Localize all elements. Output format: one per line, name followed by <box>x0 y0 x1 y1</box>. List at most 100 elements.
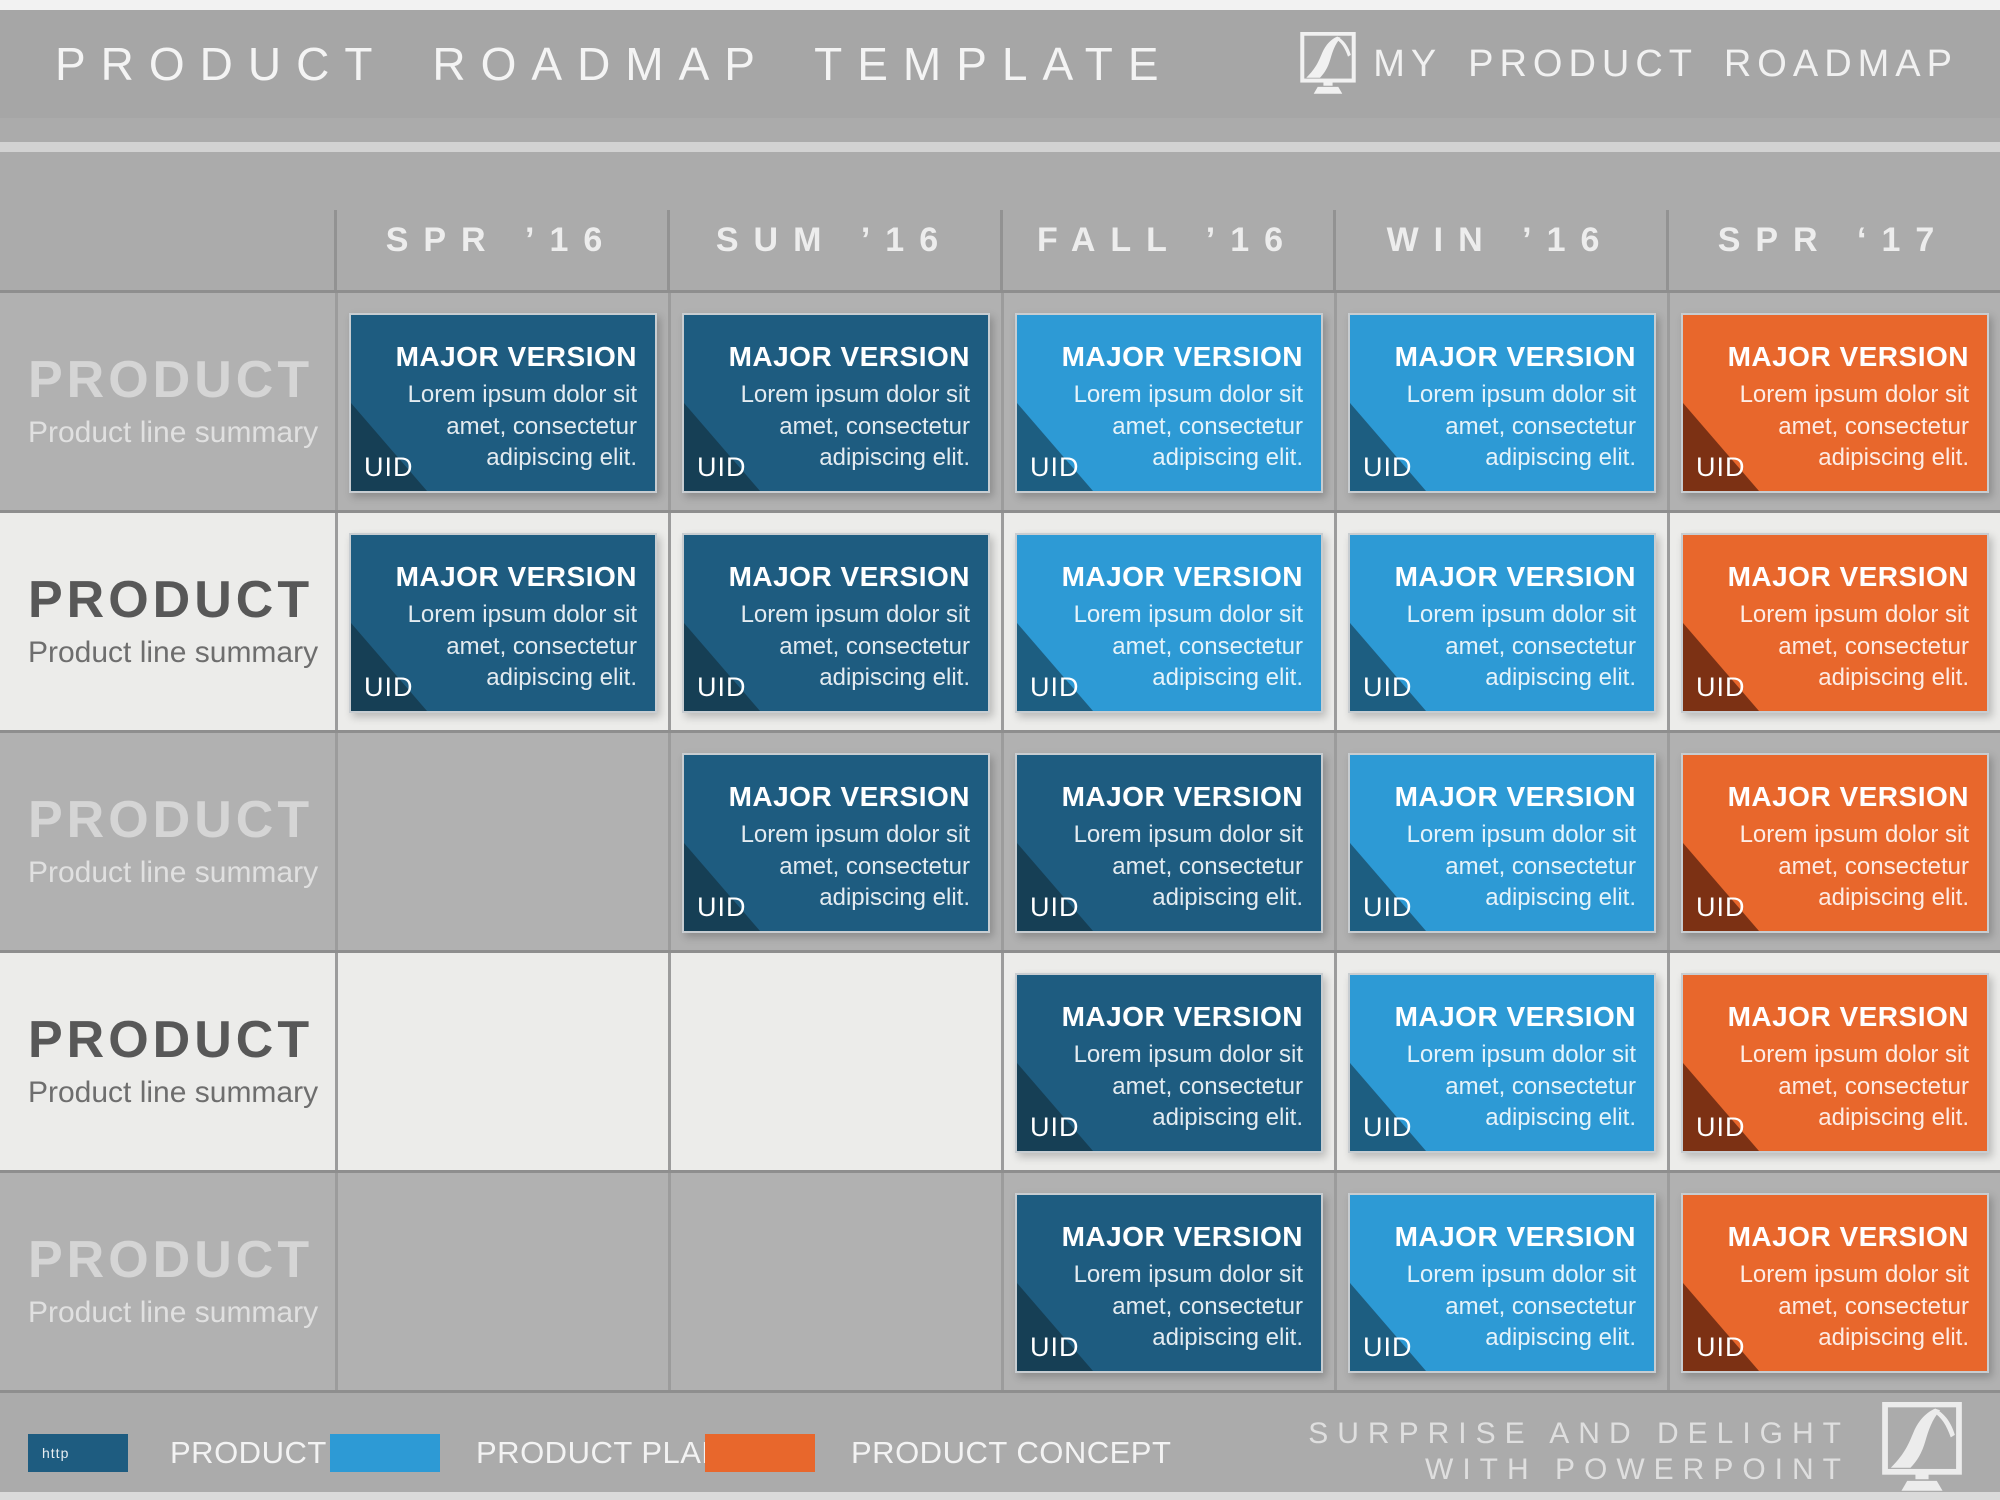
roadmap-card-planning[interactable]: MAJOR VERSION Lorem ipsum dolor sit amet,… <box>1348 753 1656 933</box>
roadmap-card-planning[interactable]: MAJOR VERSION Lorem ipsum dolor sit amet,… <box>1348 1193 1656 1373</box>
roadmap-card-por[interactable]: MAJOR VERSION Lorem ipsum dolor sit amet,… <box>349 533 657 713</box>
roadmap-card-planning[interactable]: MAJOR VERSION Lorem ipsum dolor sit amet,… <box>1015 313 1323 493</box>
roadmap-card-por[interactable]: MAJOR VERSION Lorem ipsum dolor sit amet,… <box>349 313 657 493</box>
card-body: Lorem ipsum dolor sit amet, consectetur … <box>1406 381 1636 472</box>
card-body: Lorem ipsum dolor sit amet, consectetur … <box>740 381 970 472</box>
product-name: PRODUCT <box>28 791 314 850</box>
roadmap-card-planning[interactable]: MAJOR VERSION Lorem ipsum dolor sit amet,… <box>1015 533 1323 713</box>
legend-swatch-planning <box>330 1434 440 1472</box>
roadmap-cell: MAJOR VERSION Lorem ipsum dolor sit amet,… <box>1667 733 2000 950</box>
card-body: Lorem ipsum dolor sit amet, consectetur … <box>740 821 970 912</box>
card-title: MAJOR VERSION <box>1727 1001 1969 1032</box>
product-name: PRODUCT <box>28 351 314 410</box>
roadmap-grid: PRODUCT Product line summary MAJOR VERSION… <box>0 290 2000 1393</box>
product-name: PRODUCT <box>28 1011 314 1070</box>
roadmap-card-por[interactable]: MAJOR VERSION Lorem ipsum dolor sit amet,… <box>1015 753 1323 933</box>
legend-item-product-concept: PRODUCT CONCEPT <box>705 1434 1171 1472</box>
card-title: MAJOR VERSION <box>1061 781 1303 812</box>
timeline-label: SPR ‘17 <box>1717 221 1950 259</box>
product-summary: Product line summary <box>28 1075 319 1109</box>
card-body: Lorem ipsum dolor sit amet, consectetur … <box>1073 821 1303 912</box>
roadmap-card-concept[interactable]: MAJOR VERSION Lorem ipsum dolor sit amet,… <box>1681 1193 1989 1373</box>
roadmap-card-por[interactable]: MAJOR VERSION Lorem ipsum dolor sit amet,… <box>1015 1193 1323 1373</box>
card-body: Lorem ipsum dolor sit amet, consectetur … <box>1073 601 1303 692</box>
card-body: Lorem ipsum dolor sit amet, consectetur … <box>1739 821 1969 912</box>
roadmap-cell: MAJOR VERSION Lorem ipsum dolor sit amet,… <box>1667 293 2000 510</box>
product-row-header: PRODUCT Product line summary <box>0 953 335 1170</box>
timeline-label: SPR ’16 <box>385 221 618 259</box>
roadmap-card-por[interactable]: MAJOR VERSION Lorem ipsum dolor sit amet,… <box>682 313 990 493</box>
card-title: MAJOR VERSION <box>728 781 970 812</box>
roadmap-cell: MAJOR VERSION Lorem ipsum dolor sit amet,… <box>1667 513 2000 730</box>
timeline-column-sum16: SUM ’16 <box>667 152 1001 290</box>
product-summary: Product line summary <box>28 1295 319 1329</box>
card-uid: UID <box>1030 892 1080 922</box>
card-uid: UID <box>1696 672 1746 702</box>
card-uid: UID <box>1363 1332 1413 1362</box>
roadmap-card-concept[interactable]: MAJOR VERSION Lorem ipsum dolor sit amet,… <box>1681 753 1989 933</box>
brand: MY PRODUCT ROADMAP <box>1299 32 1958 96</box>
product-row-header: PRODUCT Product line summary <box>0 513 335 730</box>
header-divider-strip <box>0 142 2000 152</box>
roadmap-card-por[interactable]: MAJOR VERSION Lorem ipsum dolor sit amet,… <box>1015 973 1323 1153</box>
product-row: PRODUCT Product line summary MAJOR VERSION… <box>0 950 2000 1170</box>
timeline-column-spr16: SPR ’16 <box>334 152 668 290</box>
monitor-road-logo-icon <box>1872 1402 1972 1494</box>
card-uid: UID <box>1696 1112 1746 1142</box>
footer-tagline: SURPRISE AND DELIGHT WITH POWERPOINT <box>1308 1416 1850 1488</box>
card-uid: UID <box>1696 452 1746 482</box>
card-title: MAJOR VERSION <box>395 561 637 592</box>
card-body: Lorem ipsum dolor sit amet, consectetur … <box>740 601 970 692</box>
footer-tagline-line2: WITH POWERPOINT <box>1425 1453 1850 1486</box>
card-uid: UID <box>1363 452 1413 482</box>
roadmap-cell: MAJOR VERSION Lorem ipsum dolor sit amet,… <box>1667 1173 2000 1390</box>
card-body: Lorem ipsum dolor sit amet, consectetur … <box>1739 601 1969 692</box>
legend-swatch-por: http <box>28 1434 128 1472</box>
roadmap-card-planning[interactable]: MAJOR VERSION Lorem ipsum dolor sit amet,… <box>1348 313 1656 493</box>
roadmap-cell: MAJOR VERSION Lorem ipsum dolor sit amet,… <box>1001 953 1334 1170</box>
card-body: Lorem ipsum dolor sit amet, consectetur … <box>407 601 637 692</box>
timeline-column-win16: WIN ’16 <box>1333 152 1667 290</box>
monitor-road-logo-icon <box>1300 32 1356 96</box>
card-title: MAJOR VERSION <box>1727 1221 1969 1252</box>
card-body: Lorem ipsum dolor sit amet, consectetur … <box>407 381 637 472</box>
roadmap-card-concept[interactable]: MAJOR VERSION Lorem ipsum dolor sit amet,… <box>1681 313 1989 493</box>
card-body: Lorem ipsum dolor sit amet, consectetur … <box>1739 1041 1969 1132</box>
roadmap-cell: MAJOR VERSION Lorem ipsum dolor sit amet,… <box>335 293 668 510</box>
bottom-strip <box>0 1492 2000 1500</box>
roadmap-card-planning[interactable]: MAJOR VERSION Lorem ipsum dolor sit amet,… <box>1348 973 1656 1153</box>
roadmap-cell: MAJOR VERSION Lorem ipsum dolor sit amet,… <box>668 513 1001 730</box>
legend-label: PRODUCT CONCEPT <box>851 1435 1172 1470</box>
card-title: MAJOR VERSION <box>1061 1221 1303 1252</box>
roadmap-card-por[interactable]: MAJOR VERSION Lorem ipsum dolor sit amet,… <box>682 533 990 713</box>
card-body: Lorem ipsum dolor sit amet, consectetur … <box>1406 1041 1636 1132</box>
card-title: MAJOR VERSION <box>1394 341 1636 372</box>
roadmap-card-planning[interactable]: MAJOR VERSION Lorem ipsum dolor sit amet,… <box>1348 533 1656 713</box>
product-row: PRODUCT Product line summary MAJOR VERSION… <box>0 290 2000 510</box>
roadmap-cell: MAJOR VERSION Lorem ipsum dolor sit amet,… <box>668 293 1001 510</box>
card-title: MAJOR VERSION <box>728 561 970 592</box>
card-uid: UID <box>1030 1332 1080 1362</box>
footer-tagline-line1: SURPRISE AND DELIGHT <box>1308 1417 1850 1450</box>
roadmap-card-concept[interactable]: MAJOR VERSION Lorem ipsum dolor sit amet,… <box>1681 533 1989 713</box>
card-title: MAJOR VERSION <box>1727 341 1969 372</box>
roadmap-cell: MAJOR VERSION Lorem ipsum dolor sit amet,… <box>1001 293 1334 510</box>
product-row-header: PRODUCT Product line summary <box>0 293 335 510</box>
card-title: MAJOR VERSION <box>1394 561 1636 592</box>
card-uid: UID <box>1363 1112 1413 1142</box>
roadmap-card-por[interactable]: MAJOR VERSION Lorem ipsum dolor sit amet,… <box>682 753 990 933</box>
card-uid: UID <box>697 672 747 702</box>
top-strip <box>0 0 2000 10</box>
product-summary: Product line summary <box>28 635 319 669</box>
roadmap-cell: MAJOR VERSION Lorem ipsum dolor sit amet,… <box>335 513 668 730</box>
card-title: MAJOR VERSION <box>1394 781 1636 812</box>
card-body: Lorem ipsum dolor sit amet, consectetur … <box>1739 381 1969 472</box>
brand-name: MY PRODUCT ROADMAP <box>1373 42 1958 85</box>
roadmap-cell <box>335 953 668 1170</box>
roadmap-cell <box>668 1173 1001 1390</box>
card-uid: UID <box>1030 672 1080 702</box>
card-uid: UID <box>1696 892 1746 922</box>
roadmap-card-concept[interactable]: MAJOR VERSION Lorem ipsum dolor sit amet,… <box>1681 973 1989 1153</box>
roadmap-cell: MAJOR VERSION Lorem ipsum dolor sit amet,… <box>1334 513 1667 730</box>
